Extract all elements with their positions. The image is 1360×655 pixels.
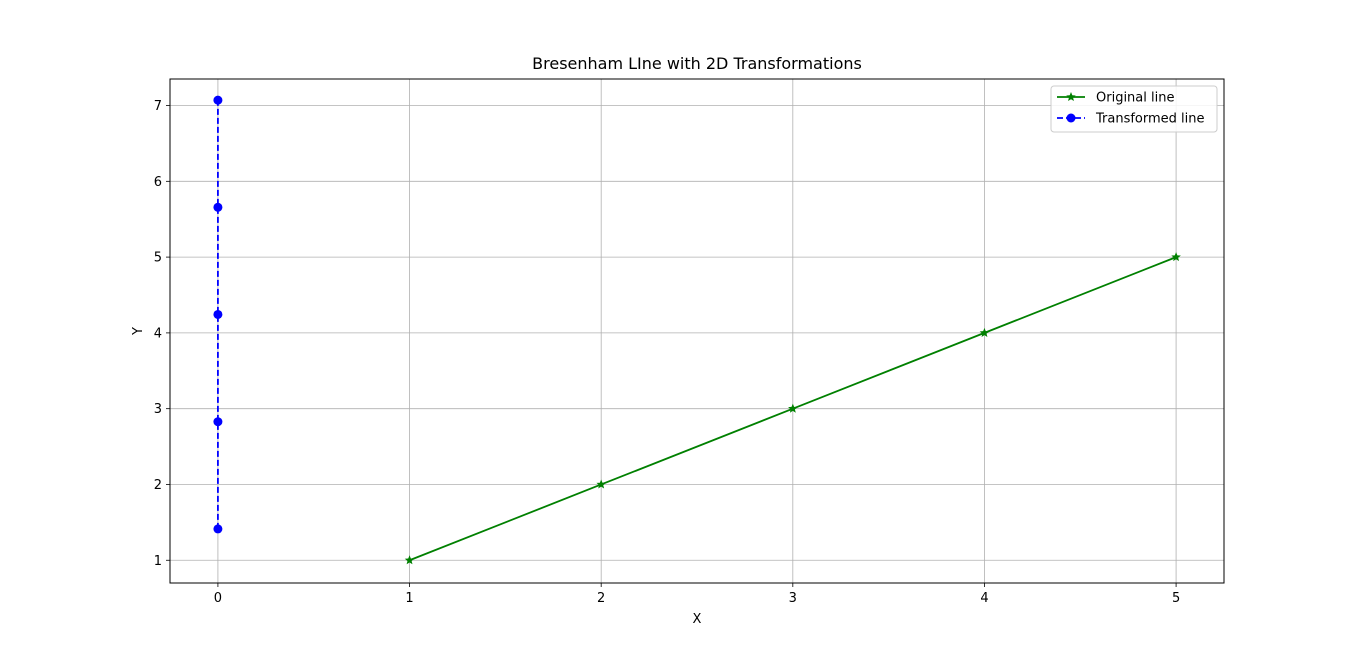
- y-tick-label: 4: [154, 326, 162, 341]
- y-tick-label: 7: [154, 99, 162, 114]
- y-tick-label: 1: [154, 554, 162, 569]
- x-axis-label: X: [693, 612, 702, 627]
- y-tick-label: 6: [154, 175, 162, 190]
- y-tick-label: 2: [154, 478, 162, 493]
- y-axis-label: Y: [131, 327, 146, 336]
- x-tick-label: 1: [405, 591, 413, 606]
- grid: [170, 79, 1224, 583]
- data-point: [213, 309, 223, 319]
- x-tick-label: 3: [789, 591, 797, 606]
- legend-label: Transformed line: [1095, 112, 1205, 127]
- x-tick-label: 2: [597, 591, 605, 606]
- legend-marker: [1066, 92, 1076, 102]
- y-tick-label: 3: [154, 402, 162, 417]
- data-point: [979, 327, 990, 337]
- legend: Original line Transformed line: [1050, 85, 1218, 133]
- data-point: [1171, 252, 1181, 262]
- data-point: [213, 524, 223, 534]
- series-0: [404, 252, 1181, 565]
- y-axis-ticks: 1 2 3 4 5 6 7: [154, 99, 170, 569]
- x-axis-ticks: 0 1 2 3 4 5: [214, 583, 1180, 606]
- data-point: [788, 403, 798, 413]
- data-point: [404, 555, 415, 565]
- x-tick-label: 0: [214, 591, 222, 606]
- data-point: [213, 417, 223, 427]
- data-point: [213, 95, 223, 105]
- series-1: [213, 95, 223, 534]
- y-tick-label: 5: [154, 251, 162, 266]
- data-point: [596, 479, 606, 489]
- x-tick-label: 5: [1172, 591, 1180, 606]
- series-layer: [213, 95, 1181, 565]
- chart-title: Bresenham LIne with 2D Transformations: [532, 54, 862, 73]
- plot-frame: [169, 78, 1225, 584]
- data-point: [213, 202, 223, 212]
- legend-marker: [1066, 113, 1076, 123]
- x-tick-label: 4: [980, 591, 988, 606]
- legend-item: Original line: [1057, 91, 1174, 106]
- legend-box: [1050, 85, 1218, 133]
- legend-label: Original line: [1096, 91, 1174, 106]
- legend-item: Transformed line: [1057, 112, 1205, 127]
